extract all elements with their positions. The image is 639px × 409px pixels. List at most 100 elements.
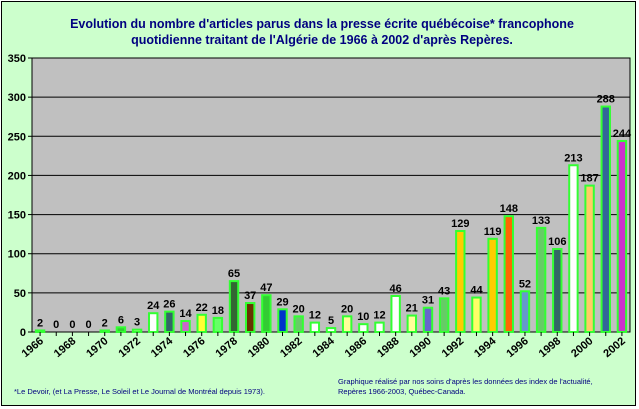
y-axis: 0 50 100 150 200 250 300 350 bbox=[8, 53, 32, 339]
footnote-credits: Graphique réalisé par nos soins d'après … bbox=[338, 377, 628, 397]
value-label-1994: 119 bbox=[484, 226, 502, 238]
bar-1992 bbox=[455, 230, 466, 333]
bar-1997 bbox=[535, 226, 547, 334]
x-tick-label-1984: 1984 bbox=[310, 335, 337, 360]
y-tick-label: 250 bbox=[8, 131, 26, 143]
bar-1988 bbox=[390, 294, 401, 334]
value-label-1989: 21 bbox=[406, 303, 418, 315]
x-tick-label-1992: 1992 bbox=[440, 335, 466, 360]
x-tick-label-1998: 1998 bbox=[537, 335, 563, 360]
y-tick-label: 300 bbox=[8, 92, 26, 104]
value-label-1974: 26 bbox=[163, 299, 175, 311]
y-tick-label: 100 bbox=[8, 249, 26, 261]
bar-2002 bbox=[616, 139, 628, 333]
chart-title: Evolution du nombre d'articles parus dan… bbox=[42, 16, 602, 48]
bar-1983 bbox=[309, 321, 321, 333]
bar-1996 bbox=[519, 290, 531, 334]
value-label-2000: 187 bbox=[580, 173, 598, 185]
value-label-1971: 6 bbox=[118, 314, 124, 326]
x-tick-label-1972: 1972 bbox=[117, 335, 143, 360]
footnote-credits-line-2: Repères 1966-2003, Québec-Canada. bbox=[338, 387, 466, 396]
value-label-1983: 12 bbox=[309, 310, 321, 322]
y-tick-label: 350 bbox=[8, 53, 26, 65]
value-label-1982: 20 bbox=[293, 303, 305, 315]
value-label-1999: 213 bbox=[564, 152, 582, 164]
x-tick-label-1996: 1996 bbox=[504, 335, 530, 360]
value-label-2001: 288 bbox=[597, 94, 615, 106]
y-tick-label: 200 bbox=[8, 170, 26, 182]
bar-1973 bbox=[148, 312, 159, 333]
x-tick-label-1990: 1990 bbox=[407, 335, 433, 360]
value-label-2002: 244 bbox=[613, 128, 632, 140]
value-label-1995: 148 bbox=[500, 203, 518, 215]
x-tick-label-1986: 1986 bbox=[343, 335, 369, 360]
value-label-1990: 31 bbox=[422, 295, 434, 307]
x-tick-label-1968: 1968 bbox=[52, 335, 78, 360]
value-label-1991: 43 bbox=[438, 285, 450, 297]
bar-1987 bbox=[374, 321, 385, 333]
plot-background bbox=[31, 57, 631, 333]
value-label-1975: 14 bbox=[179, 308, 192, 320]
bar-1981 bbox=[277, 308, 288, 334]
value-label-1997: 133 bbox=[532, 215, 550, 227]
value-label-1992: 129 bbox=[451, 218, 469, 230]
x-tick-label-1988: 1988 bbox=[375, 335, 401, 360]
y-tick-label: 150 bbox=[8, 210, 26, 222]
x-axis: 1966 1968 1970 1972 1974 1976 1978 1980 1982 1984… bbox=[20, 332, 628, 360]
y-tick-label: 0 bbox=[20, 327, 26, 339]
value-label-1988: 46 bbox=[390, 283, 402, 295]
value-label-1976: 22 bbox=[196, 302, 208, 314]
value-label-1985: 20 bbox=[341, 303, 353, 315]
value-label-1970: 2 bbox=[102, 317, 108, 329]
value-label-1973: 24 bbox=[147, 300, 160, 312]
value-label-1967: 0 bbox=[53, 319, 59, 331]
bar-1999 bbox=[568, 164, 579, 333]
footnote-source: *Le Devoir, (et La Presse, Le Soleil et … bbox=[14, 387, 265, 396]
value-label-1980: 47 bbox=[260, 282, 272, 294]
bar-1990 bbox=[422, 306, 434, 333]
bar-2000 bbox=[584, 184, 595, 333]
bar-1978 bbox=[228, 280, 240, 334]
chart-title-line-1: Evolution du nombre d'articles parus dan… bbox=[70, 17, 574, 31]
x-tick-label-1980: 1980 bbox=[246, 335, 272, 360]
bar-1970 bbox=[99, 329, 110, 334]
x-tick-label-1982: 1982 bbox=[278, 335, 304, 360]
bar-1971 bbox=[115, 326, 127, 333]
bar-1975 bbox=[180, 320, 191, 334]
plot-area bbox=[31, 57, 631, 333]
x-tick-label-1970: 1970 bbox=[84, 335, 110, 360]
x-tick-label-1994: 1994 bbox=[472, 335, 499, 360]
value-label-1978: 65 bbox=[228, 268, 240, 280]
bar-1966 bbox=[34, 329, 46, 334]
bar-2001 bbox=[600, 105, 611, 333]
bar-1976 bbox=[196, 313, 207, 333]
bar-1998 bbox=[552, 248, 563, 333]
bar-1979 bbox=[244, 302, 256, 333]
value-label-1981: 29 bbox=[276, 296, 288, 308]
value-label-1972: 3 bbox=[134, 317, 140, 329]
value-label-1986: 10 bbox=[357, 311, 369, 323]
x-tick-label-1976: 1976 bbox=[181, 335, 207, 360]
footnote-credits-line-1: Graphique réalisé par nos soins d'après … bbox=[338, 377, 593, 386]
value-label-1984: 5 bbox=[328, 315, 334, 327]
bar-1984 bbox=[325, 327, 337, 334]
value-label-1996: 52 bbox=[519, 278, 531, 290]
value-label-1968: 0 bbox=[69, 319, 75, 331]
bar-1991 bbox=[438, 297, 450, 333]
bar-1974 bbox=[164, 310, 175, 334]
value-label-1977: 18 bbox=[212, 305, 224, 317]
bar-1982 bbox=[293, 315, 304, 334]
value-label-1966: 2 bbox=[37, 317, 43, 329]
x-tick-label-1978: 1978 bbox=[213, 335, 239, 360]
grid-lines bbox=[32, 57, 630, 294]
value-label-1993: 44 bbox=[470, 285, 483, 297]
bar-1995 bbox=[503, 215, 514, 333]
bar-1986 bbox=[358, 323, 369, 333]
x-tick-label-2002: 2002 bbox=[601, 335, 627, 360]
bar-1994 bbox=[487, 237, 498, 333]
x-tick-label-2000: 2000 bbox=[569, 335, 595, 360]
bar-1985 bbox=[341, 315, 353, 334]
x-tick-label-1974: 1974 bbox=[149, 335, 176, 360]
bar-1993 bbox=[471, 296, 482, 334]
